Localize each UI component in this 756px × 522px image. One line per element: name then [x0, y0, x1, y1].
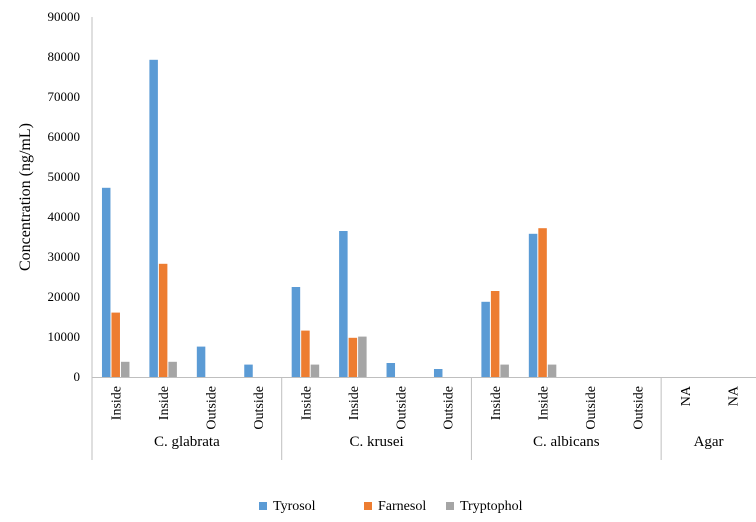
x-category-label: Outside	[205, 386, 220, 430]
bar-tyrosol-9	[528, 233, 538, 377]
x-category-label: Inside	[489, 386, 504, 420]
bar-tyrosol-2	[196, 346, 206, 377]
y-tick-label: 40000	[48, 209, 81, 224]
bar-tyrosol-3	[244, 364, 253, 377]
bar-tyrosol-6	[386, 363, 396, 377]
y-tick-label: 90000	[48, 9, 81, 24]
legend-swatch-farnesol	[364, 502, 372, 510]
bar-tyrosol-4	[291, 287, 301, 377]
bar-tyrosol-8	[481, 301, 490, 377]
y-tick-label: 20000	[48, 289, 81, 304]
y-tick-label: 50000	[48, 169, 81, 184]
labels-layer: 0 10000 20000 30000 40000 50000 60000 70000 8000…	[48, 9, 742, 450]
bar-farnesol-4	[301, 330, 310, 377]
x-category-label: NA	[679, 385, 694, 406]
group-label: C. krusei	[349, 434, 403, 450]
group-label: C. albicans	[533, 434, 600, 450]
y-tick-label: 80000	[48, 49, 81, 64]
bar-farnesol-5	[348, 337, 358, 377]
x-category-label: Inside	[299, 386, 314, 420]
bar-tryptophol-0	[120, 361, 130, 377]
legend-swatch-tryptophol	[446, 502, 454, 510]
bar-tryptophol-4	[310, 364, 320, 377]
bar-tyrosol-0	[101, 187, 111, 377]
bar-tyrosol-1	[149, 59, 158, 378]
x-category-label: Inside	[537, 386, 552, 420]
x-category-label: Inside	[157, 386, 172, 420]
axes-layer	[91, 17, 756, 460]
group-label: C. glabrata	[154, 434, 220, 450]
bar-tyrosol-7	[433, 369, 443, 377]
bar-farnesol-0	[111, 312, 120, 377]
bar-tryptophol-9	[547, 364, 557, 377]
legend-label-tyrosol: Tyrosol	[273, 499, 316, 514]
bars-layer	[101, 59, 557, 378]
bar-tryptophol-1	[168, 361, 177, 377]
y-tick-label: 30000	[48, 249, 81, 264]
y-tick-label: 0	[74, 369, 81, 384]
bar-farnesol-8	[490, 291, 500, 377]
x-category-label: Outside	[252, 386, 267, 430]
legend-swatch-tyrosol	[259, 502, 267, 510]
x-category-label: Outside	[584, 386, 599, 430]
x-category-label: Outside	[442, 386, 457, 430]
bar-farnesol-1	[158, 263, 168, 377]
y-axis-label: Concentration (ng/mL)	[17, 123, 34, 271]
y-tick-label: 10000	[48, 329, 81, 344]
x-category-label: Outside	[631, 386, 646, 430]
bar-tyrosol-5	[339, 231, 348, 377]
legend-label-tryptophol: Tryptophol	[460, 499, 523, 514]
bar-tryptophol-8	[500, 364, 509, 377]
bar-tryptophol-5	[358, 336, 367, 377]
x-category-label: Inside	[110, 386, 125, 420]
bar-farnesol-9	[538, 228, 547, 377]
x-category-label: NA	[726, 385, 741, 406]
x-category-label: Outside	[394, 386, 409, 430]
x-category-label: Inside	[347, 386, 362, 420]
group-label: Agar	[694, 434, 724, 450]
legend-label-farnesol: Farnesol	[378, 499, 426, 514]
legend: Tyrosol Farnesol Tryptophol	[259, 499, 523, 514]
y-tick-label: 60000	[48, 129, 81, 144]
y-tick-label: 70000	[48, 89, 81, 104]
